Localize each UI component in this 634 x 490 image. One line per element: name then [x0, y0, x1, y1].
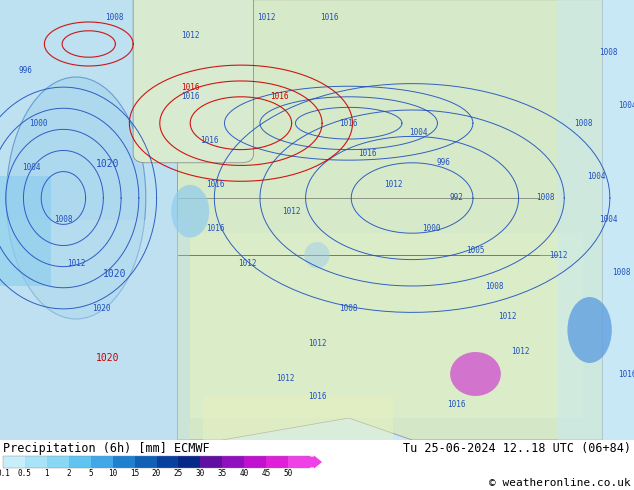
Text: 1020: 1020: [92, 303, 111, 313]
Text: 1012: 1012: [510, 347, 529, 357]
FancyArrow shape: [310, 455, 322, 468]
Text: 0.5: 0.5: [18, 469, 32, 478]
Text: 1016: 1016: [200, 136, 219, 146]
Text: 1016: 1016: [269, 92, 288, 101]
Text: 5: 5: [88, 469, 93, 478]
Text: 1016: 1016: [206, 224, 225, 233]
Text: 1020: 1020: [102, 269, 126, 279]
Text: 1012: 1012: [307, 339, 327, 348]
Text: 1004: 1004: [586, 172, 605, 180]
Text: 1012: 1012: [282, 207, 301, 216]
Text: 15: 15: [130, 469, 139, 478]
Bar: [178, 456, 200, 468]
Text: 996: 996: [437, 158, 451, 167]
Bar: [200, 456, 223, 468]
Text: 1012: 1012: [384, 180, 403, 189]
Text: 1016: 1016: [339, 119, 358, 128]
Text: 40: 40: [240, 469, 249, 478]
Ellipse shape: [567, 297, 612, 363]
Text: 1016: 1016: [618, 369, 634, 378]
Bar: [0, 0, 178, 440]
Ellipse shape: [6, 77, 146, 319]
Text: 1000: 1000: [29, 119, 48, 128]
Text: 1000: 1000: [422, 224, 441, 233]
Bar: [157, 456, 178, 468]
Text: 50: 50: [283, 469, 293, 478]
Ellipse shape: [171, 185, 209, 238]
Bar: [3, 456, 310, 468]
Text: 1008: 1008: [54, 216, 73, 224]
Text: Precipitation (6h) [mm] ECMWF: Precipitation (6h) [mm] ECMWF: [3, 442, 210, 455]
Text: 1016: 1016: [307, 392, 327, 400]
Bar: [558, 0, 634, 440]
Text: 1016: 1016: [320, 13, 339, 22]
Bar: [203, 396, 393, 440]
Bar: [0, 176, 51, 286]
Bar: [0, 220, 190, 440]
Text: 1012: 1012: [238, 260, 257, 269]
Polygon shape: [178, 0, 602, 440]
Text: 25: 25: [174, 469, 183, 478]
Text: 20: 20: [152, 469, 161, 478]
Text: © weatheronline.co.uk: © weatheronline.co.uk: [489, 478, 631, 488]
Text: 1020: 1020: [96, 159, 120, 169]
Bar: [3, 456, 25, 468]
Text: 1008: 1008: [536, 194, 555, 202]
Text: 2: 2: [67, 469, 71, 478]
Ellipse shape: [304, 242, 330, 269]
Bar: [266, 456, 288, 468]
Bar: [113, 456, 134, 468]
Text: 1004: 1004: [409, 127, 428, 137]
Bar: [47, 456, 68, 468]
Text: 1004: 1004: [599, 216, 618, 224]
Text: 1012: 1012: [67, 260, 86, 269]
Text: 10: 10: [108, 469, 117, 478]
Bar: [134, 456, 157, 468]
Text: 996: 996: [18, 66, 32, 75]
Text: 1012: 1012: [498, 312, 517, 321]
Bar: [190, 233, 583, 418]
Text: 1008: 1008: [599, 49, 618, 57]
Text: 1008: 1008: [105, 13, 124, 22]
Bar: [288, 456, 310, 468]
Text: Tu 25-06-2024 12..18 UTC (06+84): Tu 25-06-2024 12..18 UTC (06+84): [403, 442, 631, 455]
Bar: [91, 456, 113, 468]
Text: 992: 992: [450, 194, 463, 202]
Text: 1012: 1012: [257, 13, 276, 22]
Text: 30: 30: [196, 469, 205, 478]
FancyBboxPatch shape: [133, 0, 254, 163]
Text: 1008: 1008: [485, 281, 504, 291]
Bar: [178, 0, 602, 242]
Text: 1016: 1016: [206, 180, 225, 189]
Text: 1016: 1016: [358, 149, 377, 158]
Ellipse shape: [450, 352, 501, 396]
Bar: [25, 456, 47, 468]
Text: 1016: 1016: [181, 83, 200, 93]
Text: 1: 1: [44, 469, 49, 478]
Text: 1016: 1016: [181, 92, 200, 101]
Text: 1004: 1004: [618, 101, 634, 110]
Text: 1008: 1008: [339, 303, 358, 313]
Text: 35: 35: [217, 469, 227, 478]
Text: 1016: 1016: [447, 400, 466, 409]
Bar: [244, 456, 266, 468]
Text: 1012: 1012: [181, 31, 200, 40]
Text: 1008: 1008: [612, 269, 631, 277]
Text: 1008: 1008: [574, 119, 593, 128]
Bar: [223, 456, 244, 468]
Text: 1012: 1012: [548, 251, 567, 260]
Text: 0.1: 0.1: [0, 469, 10, 478]
Bar: [68, 456, 91, 468]
Text: 1020: 1020: [96, 353, 120, 363]
Text: 1004: 1004: [22, 163, 41, 172]
Text: 45: 45: [261, 469, 271, 478]
Text: 1005: 1005: [466, 246, 485, 255]
Text: 1012: 1012: [276, 374, 295, 383]
